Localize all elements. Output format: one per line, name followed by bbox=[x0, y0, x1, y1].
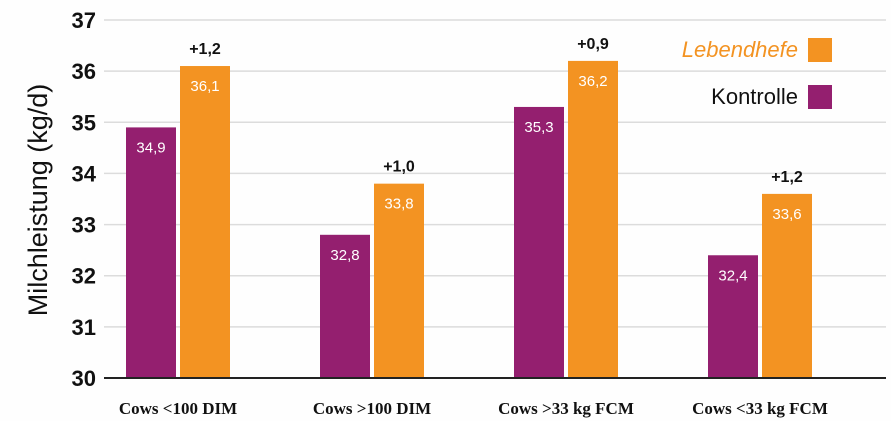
x-tick-label: Cows >33 kg FCM bbox=[498, 399, 634, 418]
data-label-kontrolle: 32,8 bbox=[330, 247, 359, 264]
y-tick-label: 35 bbox=[72, 110, 96, 135]
y-tick-label: 34 bbox=[72, 161, 97, 186]
bar-lebendhefe bbox=[568, 60, 618, 379]
bar-lebendhefe bbox=[762, 193, 812, 378]
x-tick-label: Cows <33 kg FCM bbox=[692, 399, 828, 418]
bar-lebendhefe bbox=[180, 66, 230, 379]
bar-kontrolle bbox=[708, 255, 758, 378]
data-label-lebendhefe: 33,6 bbox=[772, 206, 801, 223]
bar-kontrolle bbox=[126, 127, 176, 379]
y-tick-label: 37 bbox=[72, 8, 96, 33]
legend-swatch-lebendhefe bbox=[808, 38, 832, 62]
legend-label-lebendhefe: Lebendhefe bbox=[682, 37, 798, 62]
difference-label: +1,2 bbox=[771, 169, 803, 186]
data-label-kontrolle: 35,3 bbox=[524, 119, 553, 136]
y-tick-label: 32 bbox=[72, 264, 96, 289]
y-tick-label: 31 bbox=[72, 315, 96, 340]
difference-label: +0,9 bbox=[577, 36, 609, 53]
difference-label: +1,0 bbox=[383, 159, 415, 176]
bar-kontrolle bbox=[320, 234, 370, 378]
y-axis-title: Milchleistung (kg/d) bbox=[23, 84, 53, 317]
bars: 34,9 36,1 +1,2 Cows <100 DIM 32,8 33,8 +1,0 Cow… bbox=[119, 36, 828, 418]
y-axis: 30 31 32 33 34 35 36 37 bbox=[72, 8, 886, 391]
x-tick-label: Cows <100 DIM bbox=[119, 399, 237, 418]
data-label-lebendhefe: 33,8 bbox=[384, 196, 413, 213]
data-label-kontrolle: 34,9 bbox=[136, 139, 165, 156]
legend: Lebendhefe Kontrolle bbox=[682, 37, 832, 109]
data-label-lebendhefe: 36,1 bbox=[190, 78, 219, 95]
y-tick-label: 33 bbox=[72, 213, 96, 238]
legend-label-kontrolle: Kontrolle bbox=[711, 84, 798, 109]
bar-kontrolle bbox=[514, 106, 564, 378]
y-tick-label: 30 bbox=[72, 366, 96, 391]
bar-lebendhefe bbox=[374, 183, 424, 378]
y-tick-label: 36 bbox=[72, 59, 96, 84]
x-tick-label: Cows >100 DIM bbox=[313, 399, 431, 418]
data-label-lebendhefe: 36,2 bbox=[578, 73, 607, 90]
legend-swatch-kontrolle bbox=[808, 85, 832, 109]
data-label-kontrolle: 32,4 bbox=[718, 267, 747, 284]
difference-label: +1,2 bbox=[189, 41, 221, 58]
